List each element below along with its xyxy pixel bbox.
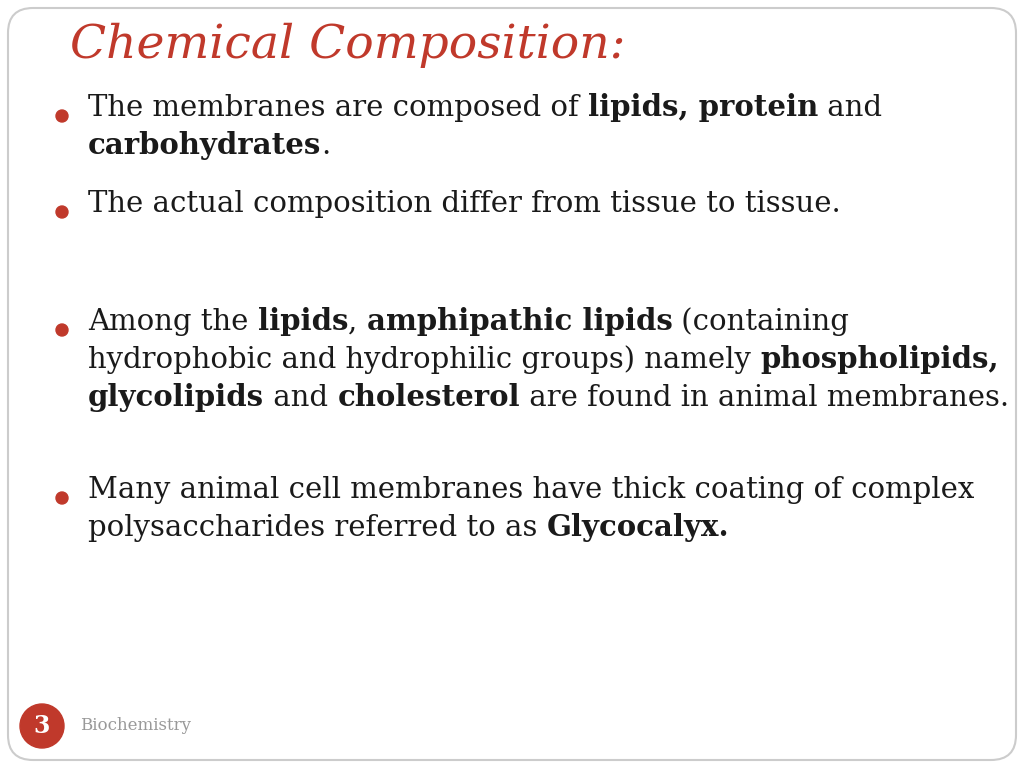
Circle shape (56, 206, 68, 218)
Text: (containing: (containing (673, 307, 849, 336)
Text: glycolipids: glycolipids (88, 383, 264, 412)
Text: Chemical Composition:: Chemical Composition: (70, 23, 626, 68)
Text: phospholipids,: phospholipids, (760, 345, 998, 374)
Text: and: and (818, 94, 883, 122)
Text: .: . (322, 132, 331, 160)
Text: carbohydrates: carbohydrates (88, 131, 322, 160)
Text: Biochemistry: Biochemistry (80, 717, 191, 734)
Text: and: and (264, 384, 337, 412)
Text: cholesterol: cholesterol (337, 383, 520, 412)
Text: hydrophobic and hydrophilic groups) namely: hydrophobic and hydrophilic groups) name… (88, 345, 760, 374)
Circle shape (56, 324, 68, 336)
Text: The actual composition differ from tissue to tissue.: The actual composition differ from tissu… (88, 190, 841, 218)
Text: lipids: lipids (258, 307, 348, 336)
FancyBboxPatch shape (8, 8, 1016, 760)
Text: Among the: Among the (88, 308, 258, 336)
Circle shape (20, 704, 63, 748)
Text: ,: , (348, 308, 367, 336)
Text: lipids, protein: lipids, protein (588, 93, 818, 122)
Text: 3: 3 (34, 714, 50, 738)
Circle shape (56, 492, 68, 504)
Text: The membranes are composed of: The membranes are composed of (88, 94, 588, 122)
Text: polysaccharides referred to as: polysaccharides referred to as (88, 514, 547, 542)
Circle shape (56, 110, 68, 122)
Text: amphipathic lipids: amphipathic lipids (367, 307, 673, 336)
Text: are found in animal membranes.: are found in animal membranes. (520, 384, 1009, 412)
Text: Glycocalyx.: Glycocalyx. (547, 513, 729, 542)
Text: Many animal cell membranes have thick coating of complex: Many animal cell membranes have thick co… (88, 476, 975, 504)
